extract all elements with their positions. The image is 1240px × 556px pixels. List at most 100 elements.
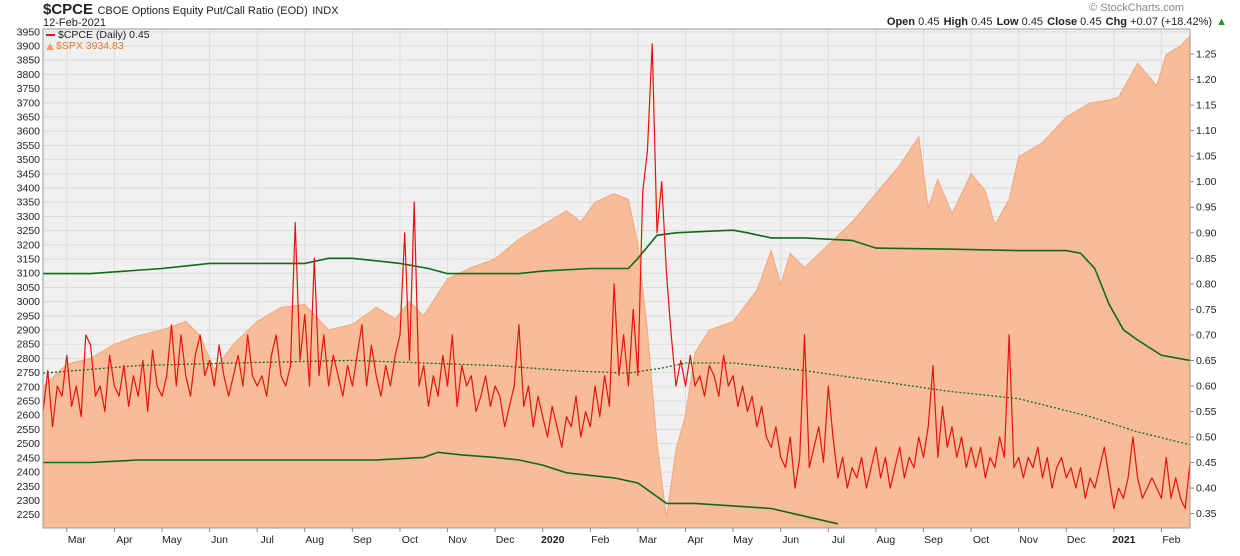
x-tick-label: Jun xyxy=(211,534,228,546)
x-tick-label: Jul xyxy=(260,534,273,546)
right-tick-label: 0.95 xyxy=(1196,202,1217,214)
x-tick-label: Aug xyxy=(877,534,896,546)
chg-value: +0.07 (+18.42%) xyxy=(1130,16,1213,28)
x-tick-label: 2020 xyxy=(541,534,565,546)
left-tick-label: 3750 xyxy=(17,83,41,95)
cpce-swatch xyxy=(46,34,55,37)
left-tick-label: 3950 xyxy=(17,26,41,38)
cpce-line xyxy=(42,43,1191,510)
ohlc-readout: Open 0.45 High 0.45 Low 0.45 Close 0.45 … xyxy=(887,16,1228,28)
plot-frame xyxy=(42,28,1191,529)
right-tick-label: 0.45 xyxy=(1196,457,1217,469)
right-tick-label: 1.15 xyxy=(1196,100,1217,112)
symbol-name: CBOE Options Equity Put/Call Ratio (EOD) xyxy=(97,5,308,17)
symbol: $CPCE xyxy=(43,1,94,18)
chg-label: Chg xyxy=(1105,16,1128,28)
x-tick-label: Aug xyxy=(305,534,324,546)
x-tick-label: Nov xyxy=(448,534,467,546)
x-tick-label: Sep xyxy=(353,534,372,546)
x-tick-label: Oct xyxy=(973,534,989,546)
left-tick-label: 3450 xyxy=(17,168,41,180)
left-tick-label: 3200 xyxy=(17,239,41,251)
left-axis: 2250 2300 2350 2400 2450 2500 2550 2600 2650 2700… xyxy=(17,26,41,521)
left-tick-label: 2500 xyxy=(17,438,41,450)
x-tick-label: Nov xyxy=(1019,534,1038,546)
lower-band-line xyxy=(43,451,838,525)
right-tick-label: 0.50 xyxy=(1196,432,1217,444)
right-tick-label: 0.90 xyxy=(1196,227,1217,239)
mountain-icon xyxy=(46,42,54,50)
left-tick-label: 2400 xyxy=(17,467,41,479)
left-tick-label: 2250 xyxy=(17,509,41,521)
right-tick-label: 0.85 xyxy=(1196,253,1217,265)
high-value: 0.45 xyxy=(971,16,993,28)
left-tick-label: 2300 xyxy=(17,495,41,507)
left-tick-label: 3050 xyxy=(17,282,41,294)
x-tick-label: Mar xyxy=(639,534,658,546)
left-tick-label: 3250 xyxy=(17,225,41,237)
right-tick-label: 1.00 xyxy=(1196,176,1217,188)
left-tick-label: 2850 xyxy=(17,339,41,351)
close-label: Close xyxy=(1047,16,1078,28)
legend-cpce: $CPCE (Daily) 0.45 xyxy=(46,29,150,41)
right-tick-label: 1.05 xyxy=(1196,151,1217,163)
x-tick-label: Jul xyxy=(832,534,845,546)
x-tick-label: Oct xyxy=(402,534,418,546)
left-tick-label: 3600 xyxy=(17,126,41,138)
x-tick-label: Dec xyxy=(496,534,515,546)
x-tick-label: Sep xyxy=(924,534,943,546)
low-label: Low xyxy=(996,16,1019,28)
low-value: 0.45 xyxy=(1021,16,1044,28)
spx-area xyxy=(42,34,1191,529)
right-tick-label: 0.65 xyxy=(1196,355,1217,367)
x-tick-label: Feb xyxy=(1162,534,1180,546)
exchange: INDX xyxy=(312,5,339,17)
left-tick-label: 3900 xyxy=(17,41,41,53)
left-tick-label: 3550 xyxy=(17,140,41,152)
left-tick-label: 3650 xyxy=(17,112,41,124)
left-tick-label: 2350 xyxy=(17,481,41,493)
left-tick-label: 2750 xyxy=(17,367,41,379)
left-tick-label: 2600 xyxy=(17,410,41,422)
right-tick-label: 1.20 xyxy=(1196,74,1217,86)
upper-band-line xyxy=(43,229,1191,362)
open-value: 0.45 xyxy=(918,16,940,28)
right-axis: 0.35 0.40 0.45 0.50 0.55 0.60 0.65 0.70 0.75 0.80… xyxy=(1190,49,1217,520)
left-tick-label: 2700 xyxy=(17,381,41,393)
x-axis: Mar Apr May Jun Jul Aug Sep Oct Nov Dec 2020 Feb Mar… xyxy=(66,528,1181,546)
left-tick-label: 3500 xyxy=(17,154,41,166)
chart-title: $CPCE CBOE Options Equity Put/Call Ratio… xyxy=(43,1,339,19)
legend-spx-label: $SPX 3934.83 xyxy=(56,40,124,52)
watermark: © StockCharts.com xyxy=(1089,2,1184,14)
right-tick-label: 1.25 xyxy=(1196,49,1217,61)
high-label: High xyxy=(943,16,969,28)
left-tick-label: 3400 xyxy=(17,183,41,195)
plot-layer xyxy=(42,34,1191,529)
open-label: Open xyxy=(886,16,916,28)
right-tick-label: 0.70 xyxy=(1196,329,1217,341)
left-tick-label: 3000 xyxy=(17,296,41,308)
right-tick-label: 0.75 xyxy=(1196,304,1217,316)
left-tick-label: 3700 xyxy=(17,97,41,109)
left-tick-label: 2650 xyxy=(17,396,41,408)
left-tick-label: 3800 xyxy=(17,69,41,81)
x-tick-label: 2021 xyxy=(1112,534,1136,546)
x-tick-label: May xyxy=(733,534,754,546)
left-tick-label: 3350 xyxy=(17,197,41,209)
left-tick-label: 2450 xyxy=(17,452,41,464)
left-tick-label: 2900 xyxy=(17,325,41,337)
x-tick-label: Mar xyxy=(68,534,87,546)
x-tick-label: Apr xyxy=(687,534,704,546)
triangle-up-icon: ▲ xyxy=(1216,16,1227,28)
left-tick-label: 3100 xyxy=(17,268,41,280)
close-value: 0.45 xyxy=(1080,16,1102,28)
x-tick-label: Dec xyxy=(1067,534,1086,546)
x-tick-label: Feb xyxy=(591,534,609,546)
right-tick-label: 0.55 xyxy=(1196,406,1217,418)
right-tick-label: 0.35 xyxy=(1196,508,1217,520)
right-tick-label: 1.10 xyxy=(1196,125,1217,137)
left-tick-label: 2800 xyxy=(17,353,41,365)
left-tick-label: 2550 xyxy=(17,424,41,436)
left-tick-label: 3150 xyxy=(17,254,41,266)
